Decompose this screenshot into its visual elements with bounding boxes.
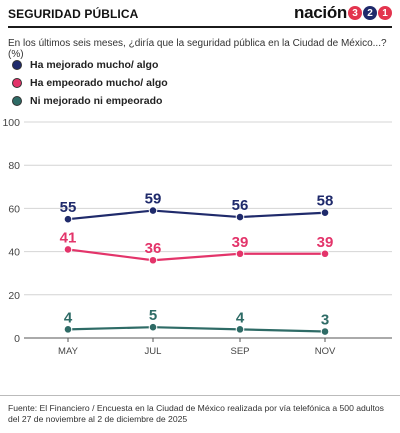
data-label-s2-may: 4 [64, 309, 73, 326]
brand-wordmark: nación [294, 3, 347, 22]
legend-item-ni: Ni mejorado ni empeorado [12, 92, 168, 110]
line-chart: 0 20 40 60 80 100 MAY JUL SEP NOV 55 59 56 58 41 36 39 39… [2, 117, 392, 357]
y-tick-label-100: 100 [2, 117, 20, 129]
data-label-s1-may: 41 [60, 229, 77, 246]
x-tick-label-may: MAY [58, 346, 79, 357]
legend-label-empeorado: Ha empeorado mucho/ algo [30, 77, 168, 89]
data-point-s0-jul [148, 206, 158, 215]
data-point-s1-jul [148, 255, 158, 265]
legend-item-empeorado: Ha empeorado mucho/ algo [12, 74, 168, 92]
brand-digit-1: 3 [348, 6, 362, 20]
data-point-s1-may [63, 245, 73, 254]
legend-swatch-empeorado [12, 78, 22, 88]
source-note: Fuente: El Financiero / Encuesta en la C… [8, 403, 384, 424]
series-line-1 [67, 248, 325, 262]
legend-swatch-ni [12, 96, 22, 106]
y-tick-label-60: 60 [8, 203, 20, 215]
data-label-s0-jul: 59 [145, 191, 162, 208]
data-point-s0-sep [235, 212, 245, 222]
chart-question: En los últimos seis meses, ¿diría que la… [8, 38, 387, 60]
x-tick-label-nov: NOV [315, 346, 336, 357]
data-label-s1-jul: 36 [145, 240, 162, 257]
chart-legend: Ha mejorado mucho/ algo Ha empeorado muc… [12, 56, 168, 110]
x-tick-label-sep: SEP [230, 346, 249, 357]
series-line-0 [67, 209, 326, 221]
series-line-2 [67, 326, 326, 333]
data-point-s2-jul [148, 322, 158, 332]
data-point-s2-nov [320, 327, 330, 336]
y-tick-label-0: 0 [14, 333, 20, 345]
data-point-s1-sep [235, 249, 245, 259]
data-point-s0-may [63, 214, 73, 224]
legend-label-mejorado: Ha mejorado mucho/ algo [30, 59, 159, 71]
top-divider [8, 26, 392, 28]
top-bar: SEGURIDAD PÚBLICA nación 3 2 1 [0, 0, 400, 26]
y-tick-label-80: 80 [8, 160, 20, 172]
data-label-s2-sep: 4 [236, 309, 245, 326]
data-label-s0-nov: 58 [317, 193, 334, 210]
data-label-s2-jul: 5 [149, 307, 157, 324]
x-tick-label-jul: JUL [145, 346, 162, 357]
data-label-s1-sep: 39 [232, 234, 249, 251]
y-tick-label-40: 40 [8, 247, 20, 259]
data-point-s2-sep [235, 325, 245, 334]
data-point-s2-may [63, 325, 73, 334]
legend-item-mejorado: Ha mejorado mucho/ algo [12, 56, 168, 74]
legend-label-ni: Ni mejorado ni empeorado [30, 95, 163, 107]
brand-digit-2: 2 [363, 6, 377, 20]
data-label-s0-sep: 56 [232, 197, 249, 214]
data-label-s1-nov: 39 [317, 234, 334, 251]
section-title: SEGURIDAD PÚBLICA [8, 7, 139, 21]
data-point-s0-nov [320, 208, 330, 218]
data-label-s0-may: 55 [60, 199, 77, 216]
y-tick-label-20: 20 [8, 290, 20, 302]
legend-swatch-mejorado [12, 60, 22, 70]
data-label-s2-nov: 3 [321, 312, 329, 329]
brand-logo: nación 3 2 1 [294, 2, 392, 24]
bottom-divider [0, 395, 400, 396]
brand-digit-3: 1 [378, 6, 392, 20]
data-point-s1-nov [320, 249, 330, 259]
